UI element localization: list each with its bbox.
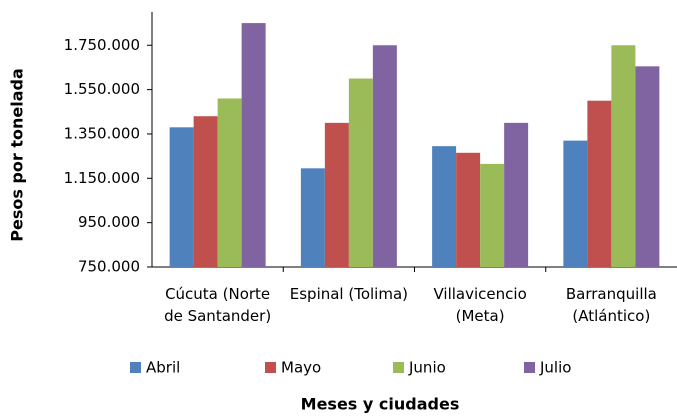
bar	[193, 116, 218, 267]
y-tick-label: 1.750.000	[64, 36, 140, 54]
legend-label: Abril	[146, 359, 180, 377]
x-tick-label: Barranquilla (Atlántico)	[565, 285, 657, 325]
legend-label: Julio	[539, 359, 571, 377]
bar	[432, 146, 457, 267]
y-tick-label: 1.150.000	[64, 169, 140, 187]
bar	[563, 140, 588, 267]
legend-label: Junio	[408, 359, 446, 377]
legend-label: Mayo	[281, 359, 321, 377]
legend-swatch	[130, 362, 141, 373]
bar	[504, 122, 529, 267]
y-axis-label: Pesos por tonelada	[8, 68, 27, 242]
bar	[456, 152, 481, 267]
bar	[241, 23, 266, 267]
x-tick-label: Villavicencio (Meta)	[433, 285, 527, 325]
bar	[372, 45, 397, 268]
bar	[217, 98, 242, 267]
x-axis-label: Meses y ciudades	[301, 395, 460, 414]
y-tick-label: 1.550.000	[64, 80, 140, 98]
bar	[324, 122, 349, 267]
bar	[169, 127, 194, 267]
y-tick-label: 750.000	[78, 258, 140, 276]
bar	[635, 66, 660, 268]
x-tick-label: Espinal (Tolima)	[289, 285, 408, 303]
legend-swatch	[393, 362, 404, 373]
legend-swatch	[524, 362, 535, 373]
bar	[480, 163, 505, 267]
bar	[300, 168, 325, 267]
bar	[587, 100, 612, 268]
y-tick-label: 1.350.000	[64, 124, 140, 142]
bar	[348, 78, 373, 268]
y-tick-label: 950.000	[78, 213, 140, 231]
x-tick-label: Cúcuta (Norte de Santander)	[164, 285, 272, 325]
bar	[611, 45, 636, 268]
legend-swatch	[265, 362, 276, 373]
